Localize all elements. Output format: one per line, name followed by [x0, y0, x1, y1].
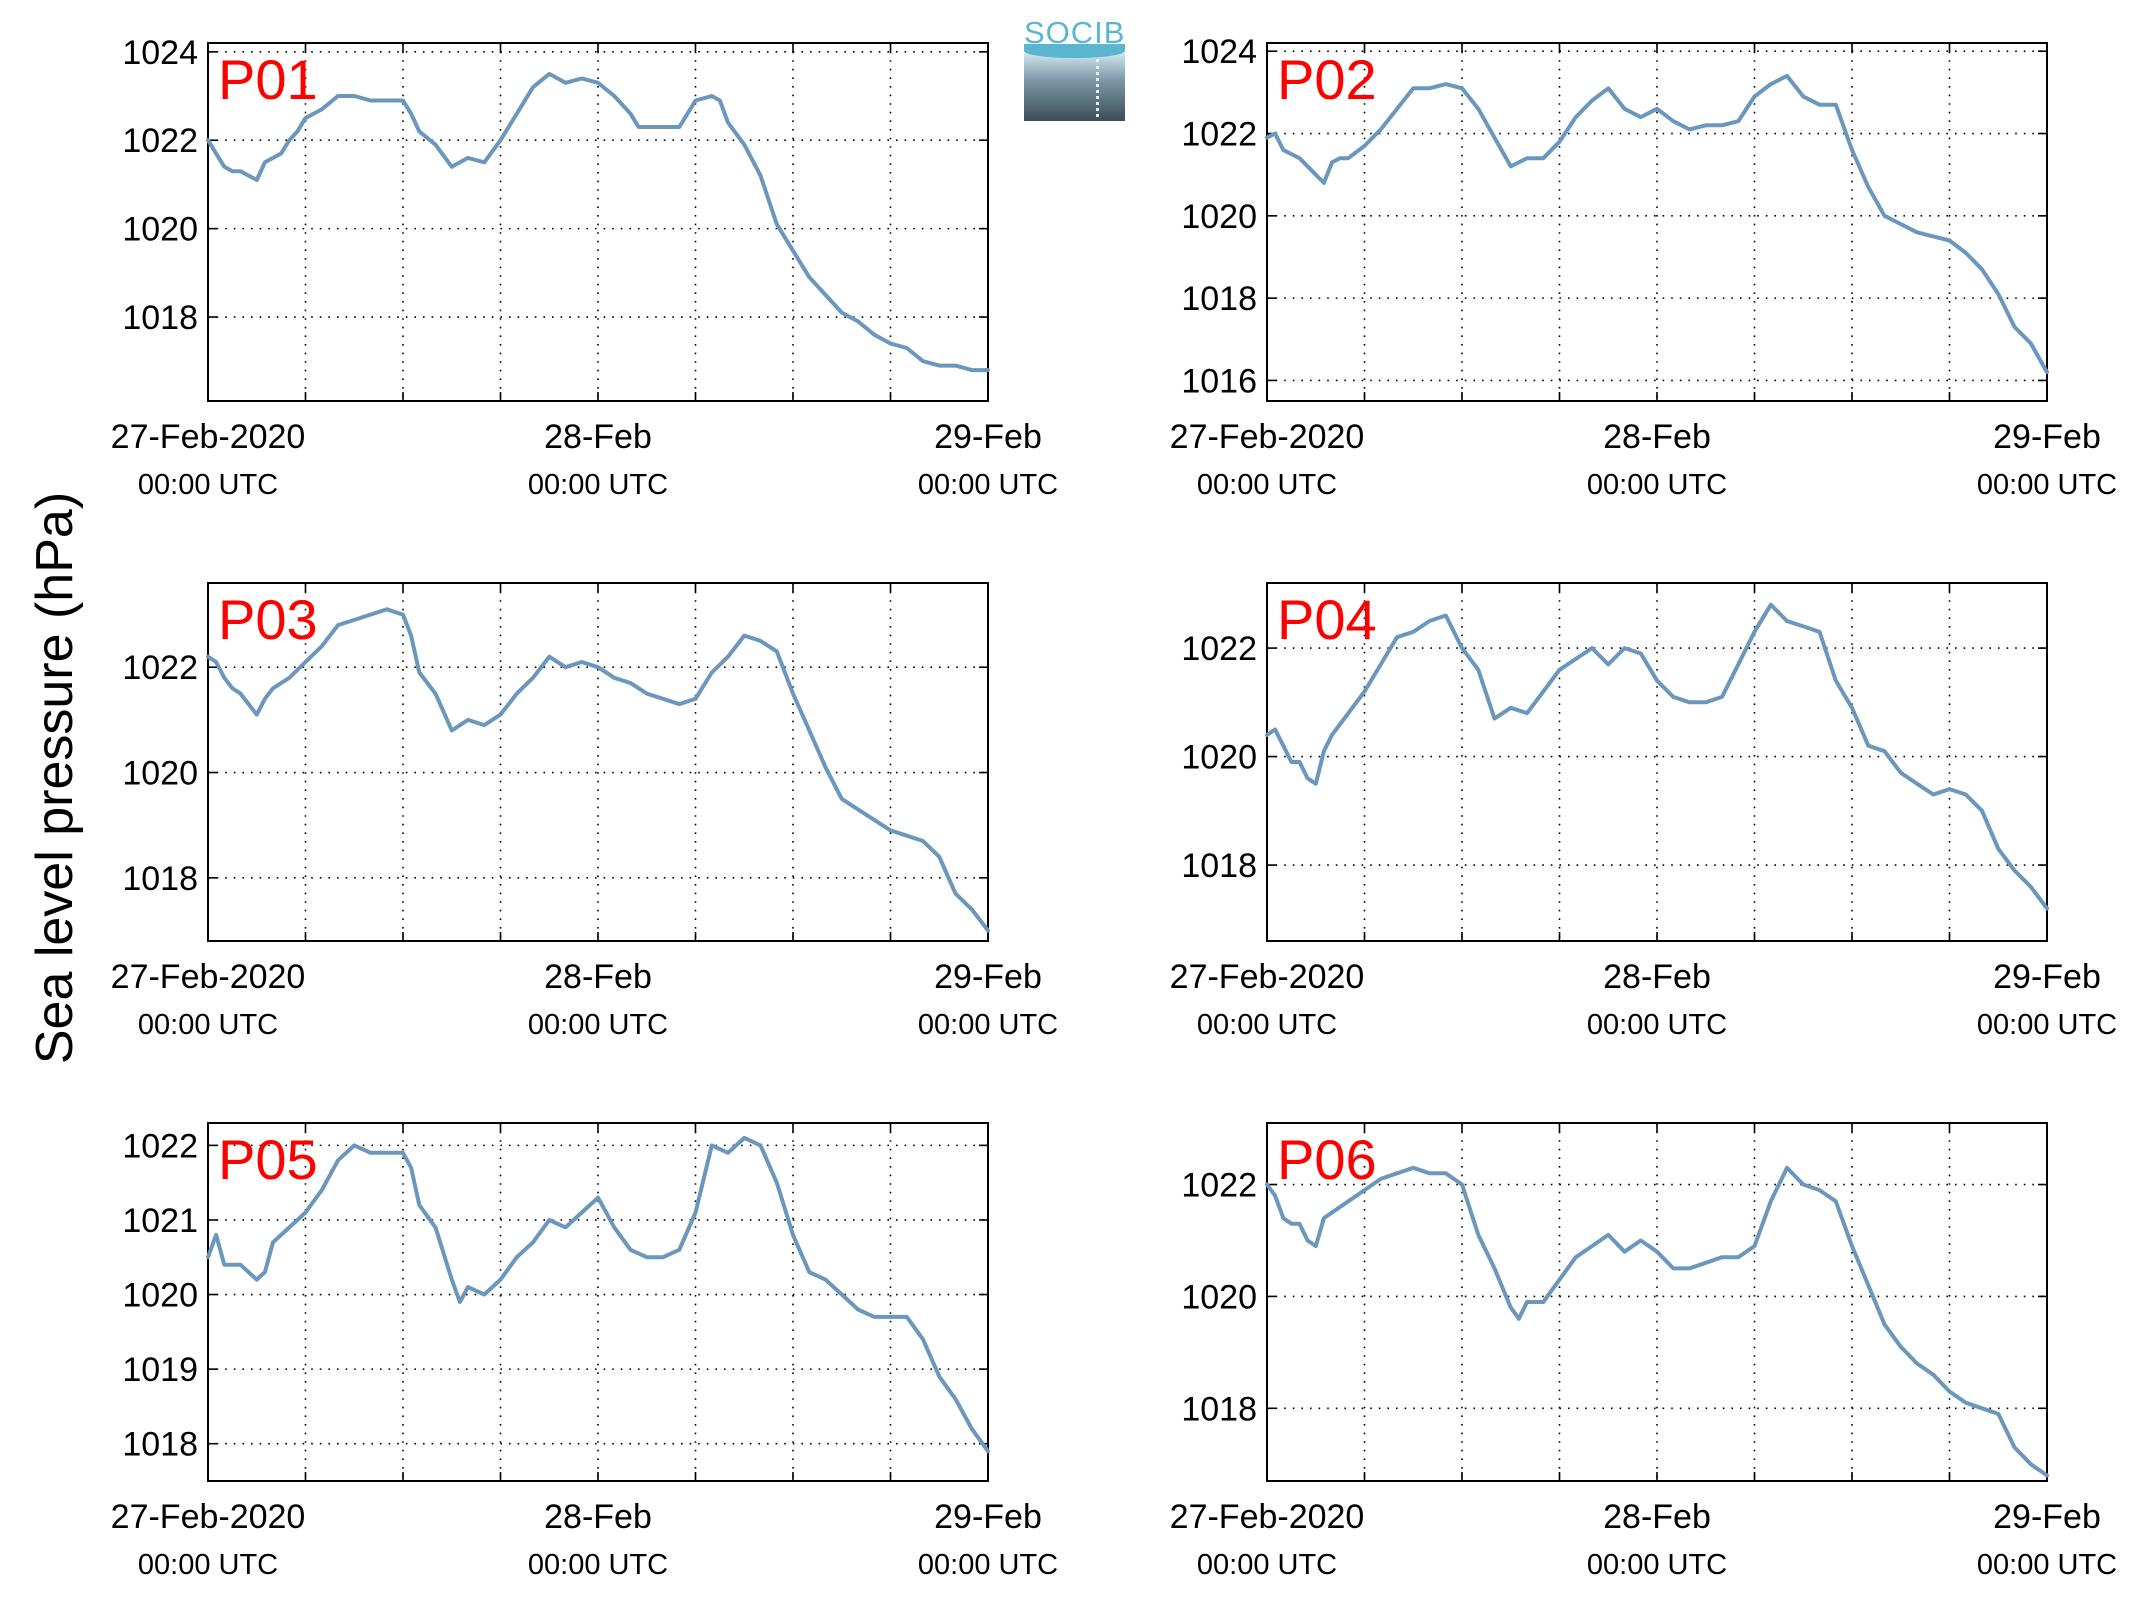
x-tick-label-date: 29-Feb [1993, 1498, 2101, 1536]
axes-frame [207, 582, 989, 942]
x-tick-label-date: 29-Feb [1993, 958, 2101, 996]
x-tick-label-time: 00:00 UTC [1197, 469, 1337, 501]
x-tick-label-date: 27-Feb-2020 [1170, 418, 1365, 456]
axes-frame [207, 1122, 989, 1482]
x-tick-label-time: 00:00 UTC [1197, 1549, 1337, 1581]
chart-panel-p05: 1018 1019 1020 1021 1022 P05 27-Feb-2020 00:00 … [111, 1122, 1058, 1581]
y-tick-label: 1024 [122, 34, 198, 72]
series-line-p01 [206, 71, 990, 373]
y-tick-label: 1022 [1181, 630, 1257, 668]
x-tick-label-time: 00:00 UTC [1197, 1009, 1337, 1041]
x-tick-label-time: 00:00 UTC [138, 469, 278, 501]
axes-frame [207, 42, 989, 402]
x-tick-label-date: 27-Feb-2020 [1170, 958, 1365, 996]
x-tick-label-time: 00:00 UTC [1977, 1549, 2117, 1581]
series-line-p06 [1265, 1165, 2049, 1478]
x-tick-label-date: 28-Feb [1603, 418, 1711, 456]
logo-text: SOCIB [1024, 15, 1126, 50]
y-tick-label: 1022 [122, 649, 198, 687]
chart-panel-p06: 1018 1020 1022 P06 27-Feb-2020 00:00 UTC 28-Fe… [1170, 1122, 2117, 1581]
series-line-p04 [1265, 602, 2049, 911]
y-tick-label: 1021 [122, 1202, 198, 1240]
x-tick-label-time: 00:00 UTC [528, 1549, 668, 1581]
x-tick-label-date: 29-Feb [934, 418, 1042, 456]
axes-frame [1266, 1122, 2048, 1482]
y-tick-label: 1018 [1181, 847, 1257, 885]
x-tick-label-time: 00:00 UTC [138, 1009, 278, 1041]
y-tick-label: 1020 [1181, 198, 1257, 236]
y-tick-label: 1020 [122, 755, 198, 793]
panel-label: P03 [218, 588, 318, 651]
x-tick-label-date: 27-Feb-2020 [111, 958, 306, 996]
x-tick-label-time: 00:00 UTC [528, 469, 668, 501]
x-tick-label-time: 00:00 UTC [528, 1009, 668, 1041]
x-tick-label-date: 27-Feb-2020 [111, 1498, 306, 1536]
y-tick-label: 1018 [122, 299, 198, 337]
y-tick-label: 1022 [1181, 116, 1257, 154]
y-tick-label: 1022 [122, 122, 198, 160]
x-tick-label-time: 00:00 UTC [1587, 469, 1727, 501]
x-tick-label-time: 00:00 UTC [918, 469, 1058, 501]
x-tick-label-date: 29-Feb [934, 1498, 1042, 1536]
axes-frame [1266, 42, 2048, 402]
panel-label: P01 [218, 48, 318, 111]
y-tick-label: 1018 [122, 1426, 198, 1464]
x-tick-label-date: 28-Feb [544, 418, 652, 456]
x-tick-label-date: 29-Feb [1993, 418, 2101, 456]
y-tick-label: 1022 [122, 1127, 198, 1165]
panel-label: P05 [218, 1128, 318, 1191]
x-tick-label-time: 00:00 UTC [1977, 1009, 2117, 1041]
chart-panel-p02: 1016 1018 1020 1022 1024 P02 27-Feb-2020 00:00 … [1170, 33, 2117, 501]
logo-gradient-box [1024, 53, 1125, 121]
x-tick-label-time: 00:00 UTC [918, 1549, 1058, 1581]
y-tick-label: 1020 [1181, 739, 1257, 777]
y-tick-label: 1018 [1181, 1390, 1257, 1428]
series-line-p03 [206, 607, 990, 933]
chart-panel-p03: 1018 1020 1022 P03 27-Feb-2020 00:00 UTC 28-Fe… [111, 582, 1058, 1041]
x-tick-label-date: 29-Feb [934, 958, 1042, 996]
y-axis-label: Sea level pressure (hPa) [26, 491, 84, 1065]
panel-label: P04 [1277, 588, 1377, 651]
y-tick-label: 1022 [1181, 1167, 1257, 1205]
x-tick-label-time: 00:00 UTC [138, 1549, 278, 1581]
x-tick-label-date: 28-Feb [1603, 1498, 1711, 1536]
y-tick-label: 1024 [1181, 33, 1257, 71]
chart-panel-p01: 1018 1020 1022 1024 P01 27-Feb-2020 00:00 UTC 2… [111, 34, 1058, 501]
axes-frame [1266, 582, 2048, 942]
x-tick-label-time: 00:00 UTC [1587, 1009, 1727, 1041]
x-tick-label-date: 28-Feb [544, 1498, 652, 1536]
y-tick-label: 1020 [1181, 1278, 1257, 1316]
panel-label: P02 [1277, 48, 1377, 111]
y-tick-label: 1020 [122, 211, 198, 249]
y-tick-label: 1018 [122, 860, 198, 898]
x-tick-label-date: 27-Feb-2020 [1170, 1498, 1365, 1536]
socib-logo: SOCIB [1024, 13, 1125, 121]
x-tick-label-time: 00:00 UTC [1977, 469, 2117, 501]
y-tick-label: 1019 [122, 1351, 198, 1389]
y-tick-label: 1016 [1181, 362, 1257, 400]
series-line-p02 [1265, 73, 2049, 375]
series-line-p05 [206, 1135, 990, 1454]
x-tick-label-time: 00:00 UTC [1587, 1549, 1727, 1581]
x-tick-label-date: 27-Feb-2020 [111, 418, 306, 456]
y-tick-label: 1018 [1181, 280, 1257, 318]
y-tick-label: 1020 [122, 1277, 198, 1315]
logo-wave [1024, 44, 1125, 58]
x-tick-label-date: 28-Feb [544, 958, 652, 996]
chart-panel-p04: 1018 1020 1022 P04 27-Feb-2020 00:00 UTC 28-Fe… [1170, 582, 2117, 1041]
panel-label: P06 [1277, 1128, 1377, 1191]
x-tick-label-date: 28-Feb [1603, 958, 1711, 996]
x-tick-label-time: 00:00 UTC [918, 1009, 1058, 1041]
logo-dots [1096, 59, 1099, 117]
